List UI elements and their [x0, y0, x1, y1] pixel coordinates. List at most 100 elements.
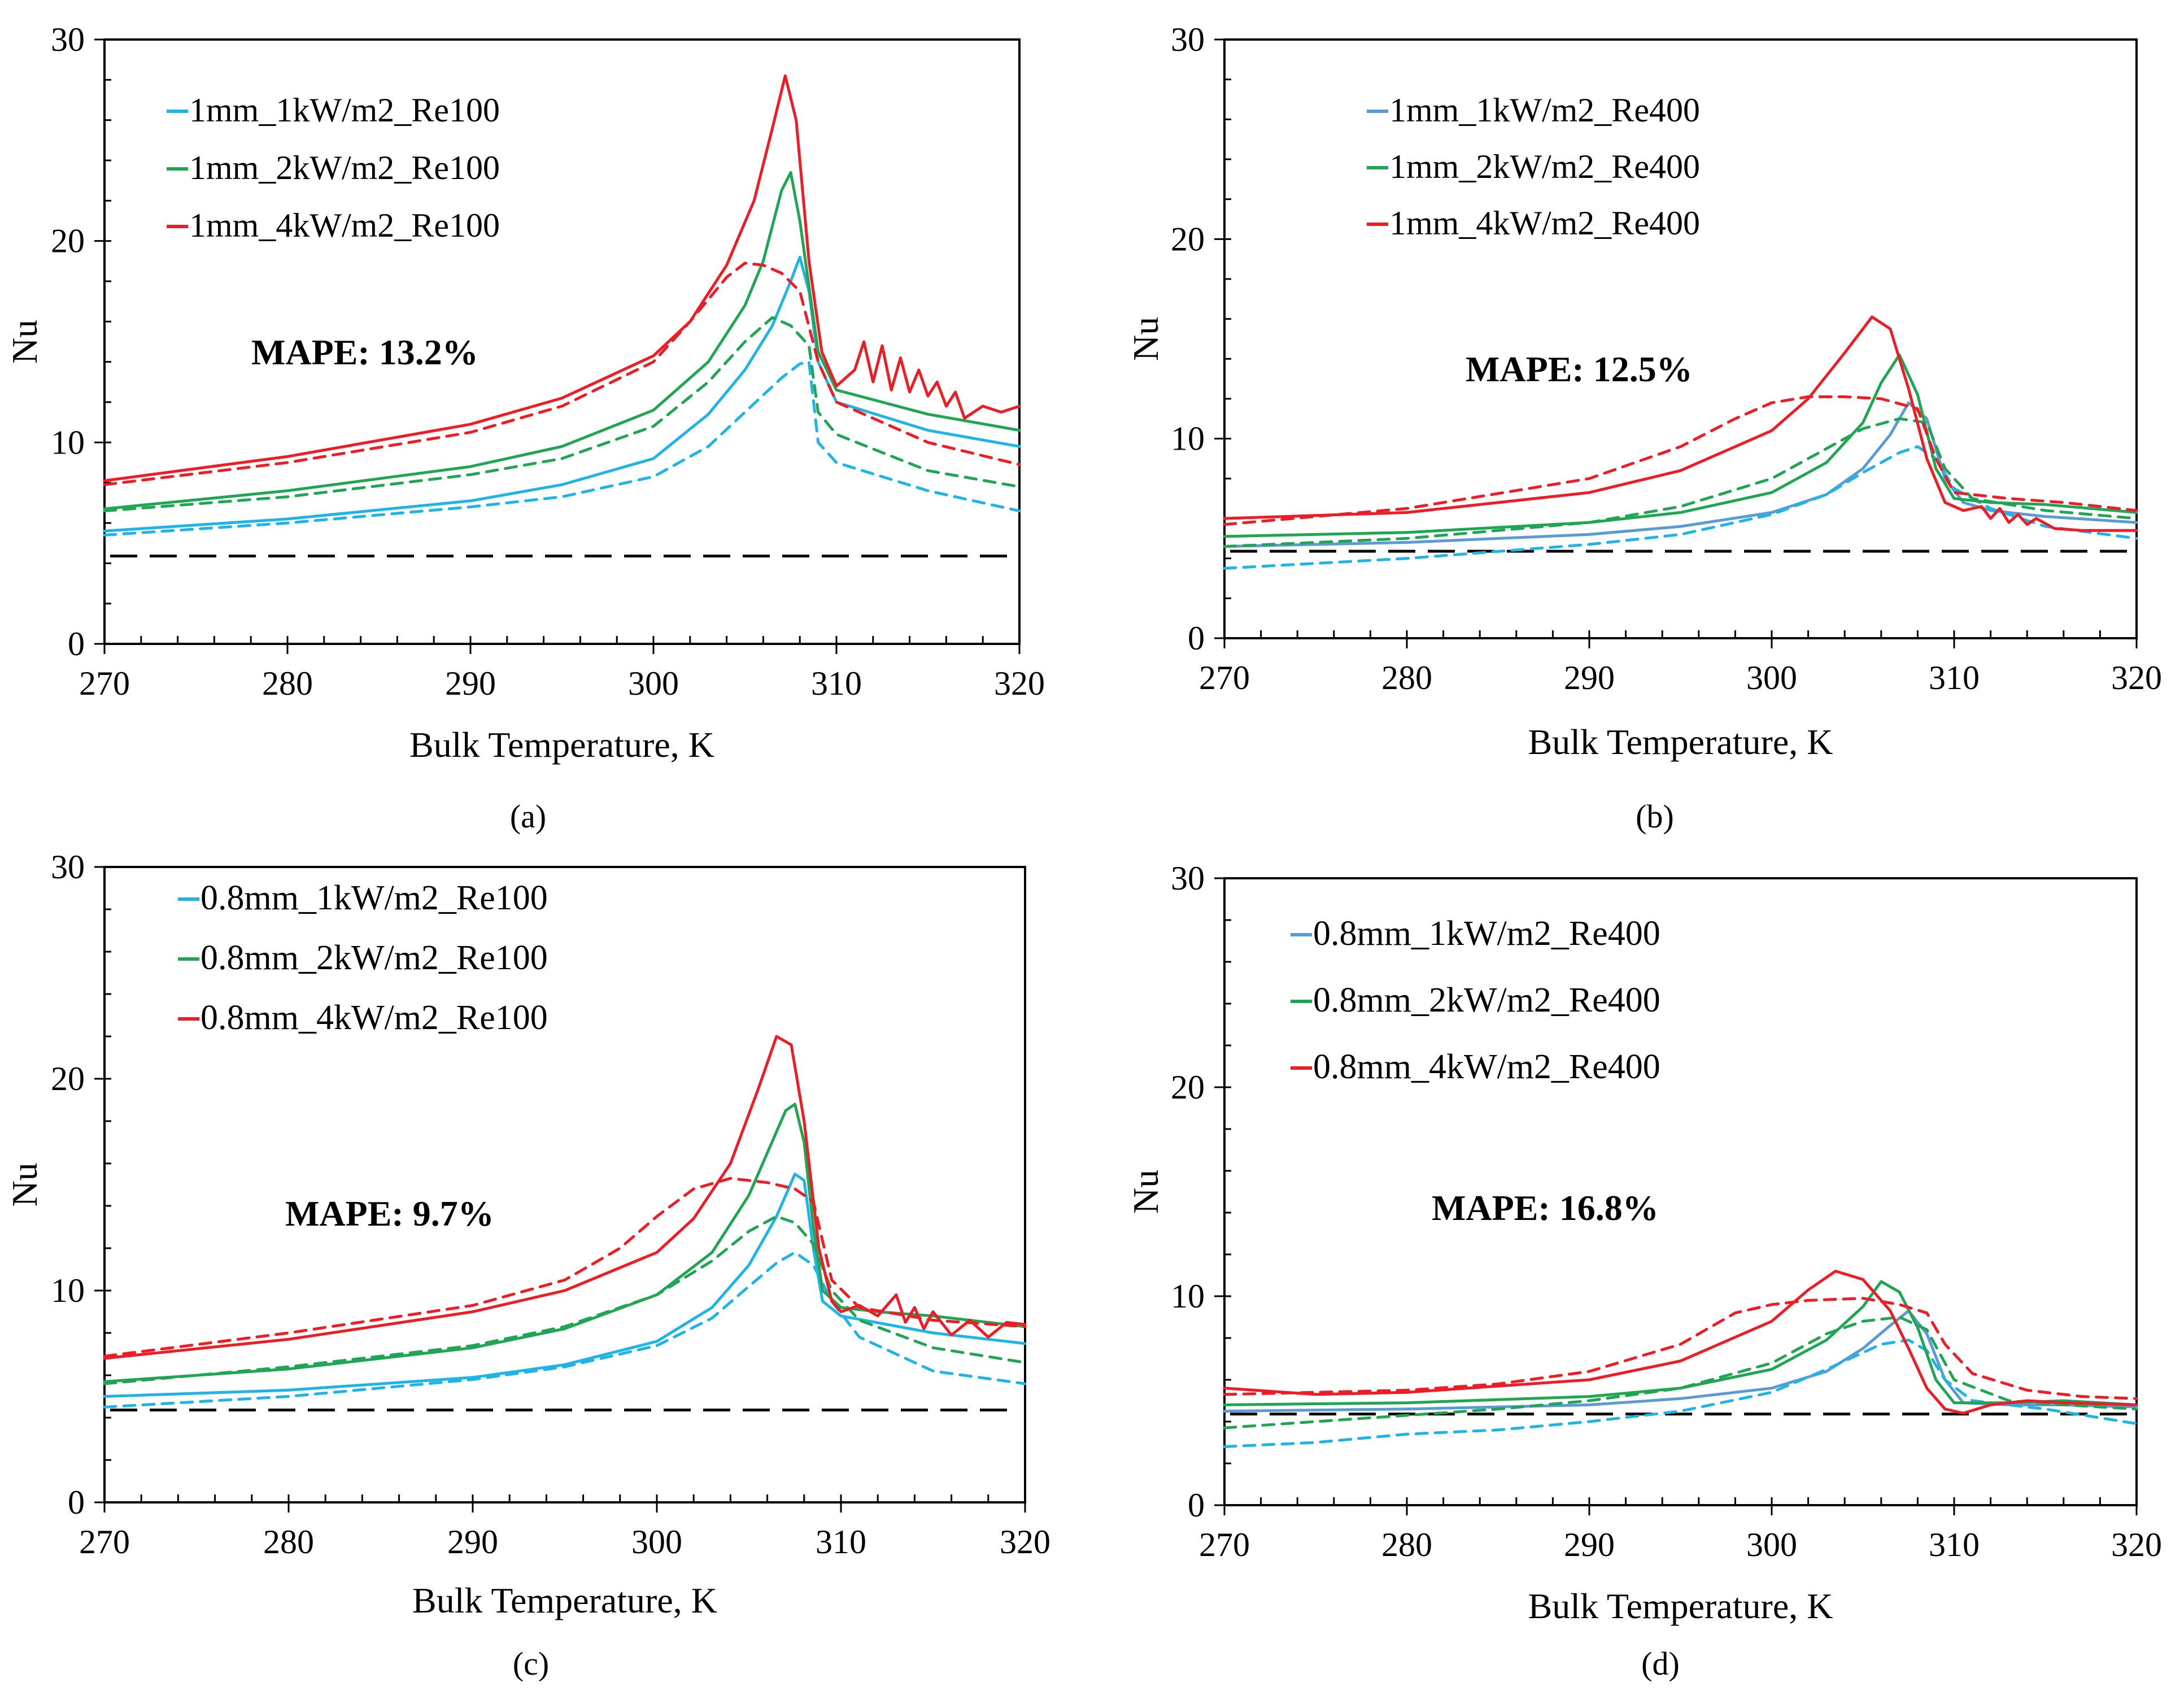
- series-line-dashed-5: [1223, 1297, 2138, 1400]
- y-axis-title: Nu: [1126, 317, 1166, 361]
- y-axis-title: Nu: [1126, 1170, 1166, 1214]
- x-tick-label: 290: [1564, 659, 1615, 696]
- y-tick-label: 30: [51, 848, 85, 886]
- panel-b: (b) 270 280 290 300 310 320 0 10 20 30 Bulk Temper…: [1126, 21, 2162, 835]
- y-axis-title: Nu: [5, 1162, 45, 1206]
- legend-entry: 1mm_2kW/m2_Re100: [189, 149, 500, 186]
- series-line-dashed-1: [103, 1251, 1027, 1409]
- legend-entry: 1mm_4kW/m2_Re100: [189, 207, 500, 244]
- y-tick-label: 20: [51, 1060, 85, 1097]
- legend-entry: 1mm_4kW/m2_Re400: [1389, 204, 1700, 242]
- mape-annotation: MAPE: 13.2%: [251, 332, 478, 372]
- series-line-dashed-3: [1223, 417, 2138, 548]
- series-line-solid-0: [103, 1173, 1027, 1398]
- series-line-solid-2: [1223, 1280, 2138, 1406]
- panel-label: (c): [513, 1645, 549, 1682]
- x-tick-label: 310: [811, 665, 862, 702]
- plot-frame: [103, 866, 1026, 1503]
- series-line-solid-4: [1223, 1270, 2138, 1415]
- series-line-dashed-3: [103, 316, 1021, 513]
- series-line-solid-2: [103, 171, 1021, 511]
- series-line-dashed-1: [103, 360, 1021, 537]
- legend-entry: 0.8mm_2kW/m2_Re400: [1313, 981, 1660, 1019]
- x-tick-label: 320: [1000, 1523, 1050, 1561]
- x-axis-title: Bulk Temperature, K: [412, 1580, 717, 1620]
- y-tick-label: 0: [1188, 1487, 1205, 1524]
- x-tick-label: 300: [628, 665, 679, 702]
- y-tick-label: 10: [51, 1272, 85, 1309]
- y-tick-label: 10: [51, 424, 85, 461]
- series-line-solid-4: [103, 74, 1021, 482]
- legend-entry: 1mm_1kW/m2_Re100: [189, 91, 500, 129]
- x-tick-label: 310: [816, 1523, 866, 1561]
- x-tick-label: 270: [79, 665, 130, 702]
- panel-label: (a): [510, 798, 546, 835]
- series-line-dashed-1: [1223, 1339, 2138, 1448]
- legend-entry: 0.8mm_1kW/m2_Re100: [200, 879, 548, 917]
- x-tick-label: 270: [1199, 1526, 1250, 1563]
- legend-entry: 1mm_2kW/m2_Re400: [1389, 148, 1700, 185]
- x-tick-label: 280: [263, 1523, 314, 1561]
- series-line-solid-0: [1223, 401, 2138, 548]
- y-tick-label: 30: [1171, 21, 1205, 58]
- x-tick-label: 280: [262, 665, 313, 702]
- y-tick-label: 20: [51, 223, 85, 260]
- legend-entry: 0.8mm_4kW/m2_Re400: [1313, 1048, 1660, 1086]
- x-tick-label: 310: [1929, 1526, 1980, 1563]
- mape-annotation: MAPE: 16.8%: [1432, 1188, 1659, 1228]
- series-line-dashed-3: [1223, 1315, 2138, 1429]
- series-line-dashed-1: [1223, 445, 2138, 570]
- x-tick-label: 300: [1746, 659, 1797, 696]
- x-tick-label: 270: [1199, 659, 1250, 696]
- y-tick-label: 10: [1171, 420, 1205, 457]
- x-tick-label: 310: [1929, 659, 1980, 696]
- x-axis-title: Bulk Temperature, K: [1528, 722, 1833, 762]
- x-tick-label: 300: [631, 1523, 682, 1561]
- mape-annotation: MAPE: 12.5%: [1466, 349, 1693, 389]
- series-line-solid-0: [103, 255, 1021, 533]
- panel-c: (c) 270 280 290 300 310 320 0 10 20 30 Bulk Temper…: [5, 848, 1050, 1682]
- x-tick-label: 280: [1381, 1526, 1432, 1563]
- y-tick-label: 20: [1171, 220, 1205, 258]
- panel-label: (b): [1636, 798, 1674, 835]
- y-tick-label: 0: [68, 1484, 85, 1521]
- mape-annotation: MAPE: 9.7%: [285, 1193, 494, 1234]
- plot-frame: [1223, 877, 2138, 1506]
- x-tick-label: 280: [1381, 659, 1432, 696]
- y-tick-label: 0: [1188, 620, 1205, 657]
- series-line-dashed-5: [103, 1176, 1027, 1358]
- plot-frame: [1223, 38, 2138, 639]
- y-tick-label: 30: [51, 21, 85, 58]
- series-line-dashed-5: [103, 262, 1021, 486]
- panel-d: (d) 270 280 290 300 310 320 0 10 20 30 Bulk Temper…: [1126, 860, 2162, 1682]
- panel-label: (d): [1641, 1645, 1680, 1682]
- series-line-solid-2: [103, 1102, 1027, 1383]
- x-axis-title: Bulk Temperature, K: [1528, 1586, 1833, 1626]
- plot-frame: [103, 38, 1021, 645]
- series-line-solid-4: [1223, 315, 2138, 532]
- legend-entry: 0.8mm_2kW/m2_Re100: [200, 939, 548, 977]
- series-line-dashed-5: [1223, 395, 2138, 526]
- series-line-solid-2: [1223, 353, 2138, 538]
- panel-a: (a) 270 280 290 300 310 320 0 10 20 30 Bulk Temper…: [5, 21, 1045, 835]
- y-tick-label: 0: [68, 625, 85, 663]
- x-tick-label: 300: [1746, 1526, 1797, 1563]
- x-tick-label: 320: [2111, 1526, 2162, 1563]
- legend-entry: 1mm_1kW/m2_Re400: [1389, 91, 1700, 129]
- y-tick-label: 30: [1171, 860, 1205, 897]
- x-tick-label: 290: [1564, 1526, 1615, 1563]
- legend-entry: 0.8mm_4kW/m2_Re100: [200, 999, 548, 1037]
- x-tick-label: 290: [447, 1523, 498, 1561]
- y-tick-label: 10: [1171, 1278, 1205, 1315]
- x-tick-label: 270: [79, 1523, 130, 1561]
- series-line-solid-4: [103, 1035, 1027, 1360]
- x-tick-label: 320: [2111, 659, 2162, 696]
- y-tick-label: 20: [1171, 1069, 1205, 1106]
- series-line-dashed-3: [103, 1215, 1027, 1385]
- y-axis-title: Nu: [5, 320, 45, 364]
- x-axis-title: Bulk Temperature, K: [409, 725, 714, 765]
- x-tick-label: 320: [994, 665, 1045, 702]
- legend-entry: 0.8mm_1kW/m2_Re400: [1313, 914, 1660, 953]
- x-tick-label: 290: [445, 665, 496, 702]
